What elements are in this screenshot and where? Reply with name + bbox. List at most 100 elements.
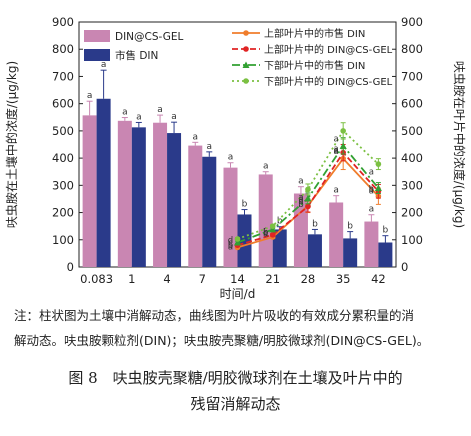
line-point-marker (375, 161, 382, 167)
line-significance-label: a (298, 193, 303, 203)
bar-cs-gel (223, 167, 238, 267)
bar-din (202, 156, 217, 267)
bar-din (167, 133, 182, 267)
right-axis-tick-label: 500 (401, 124, 423, 138)
x-axis-title: 时间/d (220, 287, 256, 300)
right-axis-tick-label: 400 (401, 151, 423, 165)
bar-cs-gel (293, 193, 308, 267)
legend-label-bar: DIN@CS-GEL (115, 31, 183, 43)
chart: 0100200300400500600700800900010020030040… (4, 15, 467, 300)
right-axis-tick-label: 700 (401, 69, 423, 83)
bar-din (96, 98, 111, 268)
x-axis-tick-label: 21 (265, 272, 280, 286)
bar-cs-gel (82, 115, 97, 267)
figure-note-line-1: 注：柱状图为土壤中消解动态，曲线图为叶片吸收的有效成分累积量的消 (14, 308, 415, 323)
line-point-marker (305, 203, 311, 210)
bar-significance-label: a (298, 177, 304, 187)
bar-significance-label: a (333, 186, 339, 196)
line-significance-label: b (369, 185, 374, 195)
left-axis-tick-label: 200 (52, 206, 74, 220)
bar-significance-label: a (171, 112, 177, 122)
right-axis-tick-label: 100 (401, 233, 423, 247)
bar-significance-label: b (347, 222, 353, 232)
line-significance-label: c (263, 226, 268, 236)
left-axis-tick-label: 500 (52, 124, 74, 138)
x-axis-tick-label: 4 (163, 272, 170, 286)
bar-cs-gel (364, 221, 379, 267)
x-axis-tick-label: 14 (230, 272, 245, 286)
bar-din (272, 229, 287, 267)
line-significance-label: a (228, 242, 233, 252)
line-significance-label: b (228, 241, 233, 251)
bar-significance-label: b (277, 217, 283, 227)
legend-label-line: 上部叶片中的市售 DIN (264, 27, 365, 40)
line-point-marker (269, 232, 276, 238)
bar-significance-label: a (157, 105, 163, 115)
bar-din (343, 238, 358, 267)
right-axis-tick-label: 900 (401, 15, 423, 29)
legend-swatch-bar (84, 30, 110, 42)
bar-significance-label: b (383, 226, 389, 236)
right-axis-tick-label: 0 (401, 260, 408, 274)
figure-caption-line-2: 残留消解动态 (190, 395, 281, 413)
bar-cs-gel (329, 202, 344, 267)
line-significance-label: c (263, 228, 268, 238)
x-axis-tick-label: 0.083 (80, 272, 113, 286)
line-point-marker (340, 128, 346, 134)
legend-swatch-marker (243, 78, 249, 84)
bar-cs-gel (117, 120, 132, 267)
line-significance-label: a (263, 230, 268, 240)
x-axis-tick-label: 1 (128, 272, 135, 286)
bar-significance-label: a (228, 153, 234, 163)
line-point-marker (234, 239, 241, 246)
bar-significance-label: a (207, 142, 213, 152)
legend-swatch-bar (84, 49, 110, 61)
bar-significance-label: b (312, 219, 318, 229)
line-significance-label: a (298, 194, 303, 204)
bar-significance-label: a (193, 132, 199, 142)
line-significance-label: a (369, 168, 374, 178)
bar-significance-label: a (87, 91, 93, 101)
bar-significance-label: a (136, 112, 142, 122)
left-axis-title: 呋虫胺在土壤中的浓度/(μg/kg) (4, 61, 19, 228)
line-significance-label: a (334, 146, 339, 156)
right-axis-tick-label: 600 (401, 97, 423, 111)
line-significance-label: b (298, 200, 303, 210)
line-significance-label: d (228, 236, 233, 246)
left-axis-tick-label: 0 (67, 260, 74, 274)
right-axis-tick-label: 800 (401, 42, 423, 56)
line-point-marker (374, 184, 382, 192)
legend-swatch-marker (242, 61, 250, 68)
line-significance-label: a (334, 134, 339, 144)
bar-cs-gel (188, 145, 203, 267)
bar-significance-label: a (263, 162, 269, 172)
left-axis-tick-label: 800 (52, 42, 74, 56)
left-axis-tick-label: 700 (52, 69, 74, 83)
x-axis-tick-label: 28 (301, 272, 316, 286)
right-axis-title: 呋虫胺在叶片中的浓度/(μg/kg) (452, 61, 467, 228)
line-significance-label: a (369, 185, 374, 195)
line-significance-label: a (369, 187, 374, 197)
line-significance-label: c (228, 239, 233, 249)
line-point-marker (304, 194, 312, 202)
bar-din (307, 234, 322, 267)
line-significance-label: a (334, 147, 339, 157)
bar-significance-label: a (122, 108, 128, 118)
line-significance-label: a (334, 144, 339, 154)
bar-din (378, 242, 393, 267)
line-significance-label: a (298, 197, 303, 207)
legend-label-line: 下部叶片中的市售 DIN (264, 59, 365, 72)
left-axis-tick-label: 100 (52, 233, 74, 247)
bar-din (131, 127, 146, 267)
bar-significance-label: a (101, 60, 107, 70)
x-axis-tick-label: 35 (336, 272, 351, 286)
bar-cs-gel (153, 122, 168, 267)
left-axis-tick-label: 600 (52, 97, 74, 111)
right-axis-tick-label: 200 (401, 206, 423, 220)
legend-label-line: 下部叶片中的 DIN@CS-GEL (264, 75, 393, 88)
left-axis-tick-label: 400 (52, 151, 74, 165)
line-point-marker (305, 186, 311, 193)
left-axis-tick-label: 300 (52, 178, 74, 192)
figure-note-line-2: 解动态。呋虫胺颗粒剂(DIN)；呋虫胺壳聚糖/明胶微球剂(DIN@CS-GEL)… (14, 333, 430, 348)
figure-caption-line-1: 图 8 呋虫胺壳聚糖/明胶微球剂在土壤及叶片中的 (68, 369, 403, 387)
